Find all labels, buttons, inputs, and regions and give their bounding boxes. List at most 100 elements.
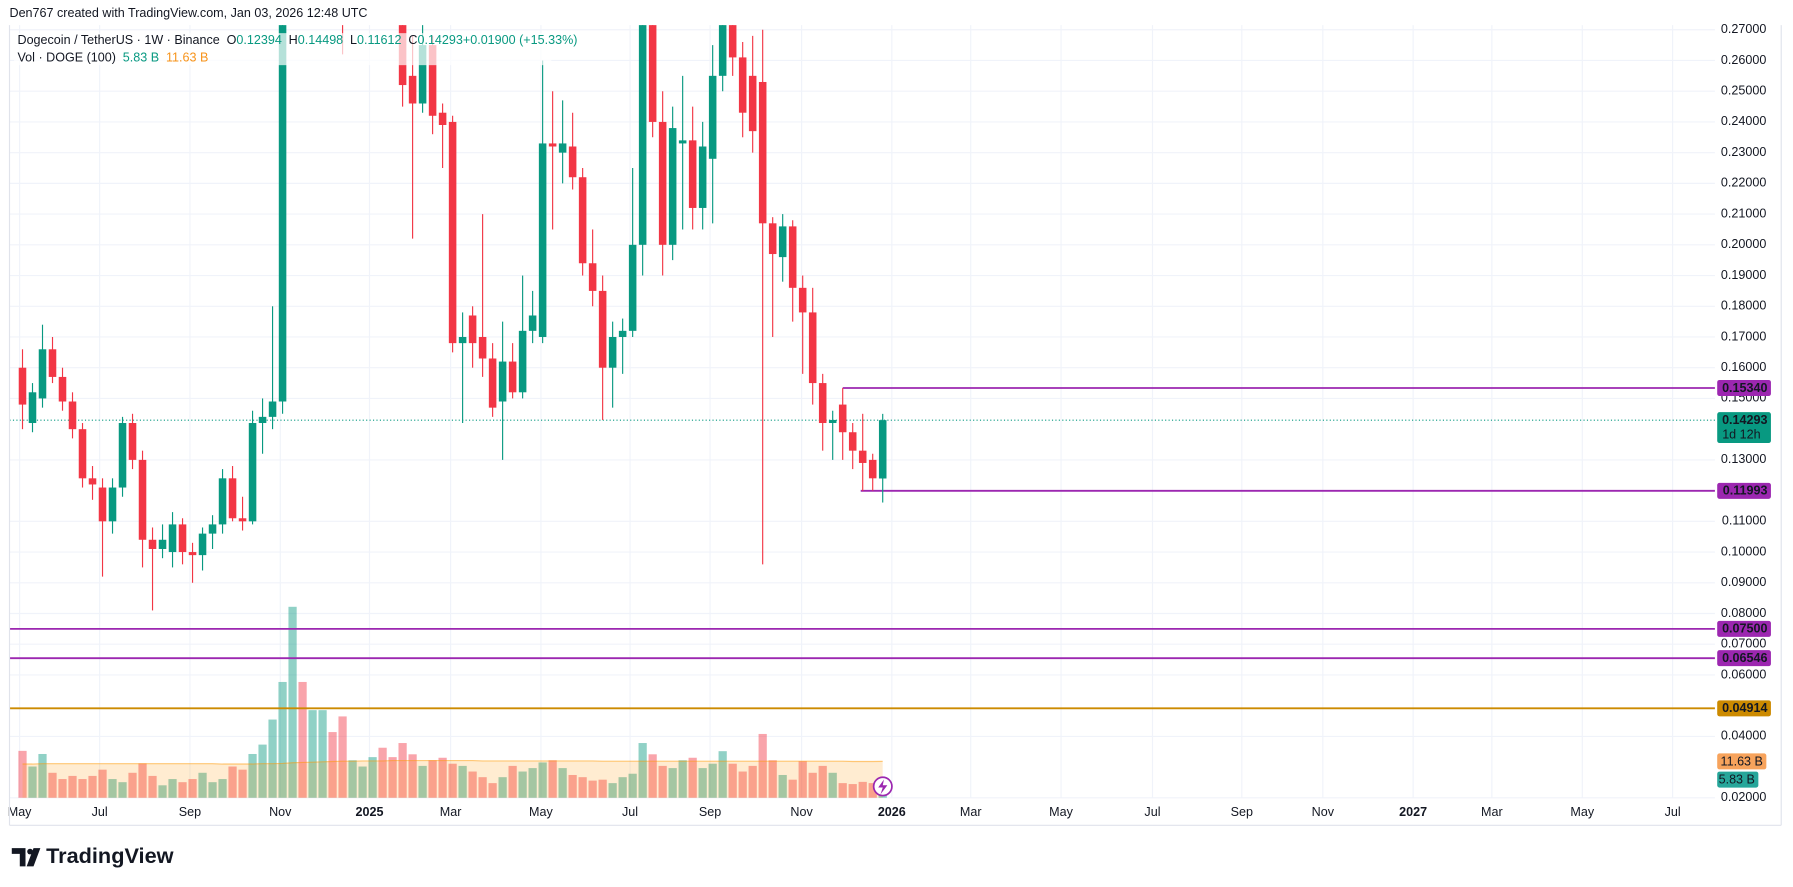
volume-bar [638, 743, 647, 798]
volume-bar [698, 768, 707, 798]
candle-body [28, 392, 37, 424]
candle-body [498, 361, 507, 402]
ohlc-key: L [350, 33, 357, 47]
y-tick-label: 0.23000 [1721, 145, 1766, 159]
candle-body [728, 25, 737, 58]
x-tick-label: Mar [960, 805, 982, 819]
candle-body [608, 336, 617, 368]
volume-bar [578, 777, 587, 798]
volume-bar [758, 733, 767, 798]
volume-bar [188, 779, 197, 798]
volume-bar [538, 762, 547, 798]
volume-bar [738, 771, 747, 798]
volume-bar [178, 782, 187, 798]
candle-body [108, 487, 117, 522]
volume-bar [808, 772, 817, 798]
candle-body [558, 143, 567, 153]
last-price-box [1717, 412, 1771, 444]
candle-body [748, 75, 757, 132]
candle-body [458, 336, 467, 344]
candle-body [828, 419, 837, 424]
legend-title: Dogecoin / TetherUS · 1W · Binance O0.123… [18, 33, 578, 47]
level-label: 0.07500 [1722, 622, 1767, 636]
volume-bar [128, 772, 137, 798]
volume-bar [858, 781, 867, 798]
legend-backdrop [14, 33, 552, 66]
level-label-box [1717, 700, 1771, 717]
y-tick-label: 0.07000 [1721, 637, 1766, 651]
levels [9, 387, 1715, 710]
volume-bar [328, 732, 337, 798]
volume-bar [198, 772, 207, 798]
volume-box [1717, 771, 1759, 788]
candle-body [198, 533, 207, 556]
candle-body [848, 432, 857, 451]
volume-bar [228, 766, 237, 798]
y-tick-label: 0.04000 [1721, 729, 1766, 743]
volume-bar [488, 783, 497, 798]
x-tick-label: May [1049, 805, 1073, 819]
volume-bar [78, 779, 87, 798]
level-label: 0.15340 [1722, 381, 1767, 395]
volume-bar [838, 783, 847, 798]
candle-body [258, 416, 267, 424]
symbol-title: Dogecoin / TetherUS · 1W · Binance [18, 33, 220, 47]
candle-body [278, 25, 287, 402]
candle-body [268, 401, 277, 417]
candle-body [178, 524, 187, 553]
volume-bar [58, 779, 67, 798]
volume-bar [18, 750, 27, 798]
volume-bar [558, 768, 567, 798]
candle-body [18, 367, 27, 405]
candle-body [128, 423, 137, 460]
candle-body [448, 121, 457, 344]
candle-body [658, 121, 667, 245]
candle-body [758, 81, 767, 224]
y-tick-label: 0.06000 [1721, 667, 1766, 681]
x-tick-label: Sep [1231, 805, 1253, 819]
level-label: 0.11993 [1723, 484, 1768, 498]
y-tick-label: 0.10000 [1721, 544, 1766, 558]
y-tick-label: 0.13000 [1721, 452, 1766, 466]
volume-ma-icon [872, 776, 893, 797]
candle-body [858, 450, 867, 463]
volume-bar [778, 774, 787, 798]
volume-bar [438, 757, 447, 798]
candle-body [578, 177, 587, 264]
volume-bar [68, 775, 77, 798]
volume-bar [248, 753, 257, 798]
x-tick-label: Sep [179, 805, 201, 819]
candle-body [738, 57, 747, 113]
candle-body [718, 25, 727, 76]
volume-bar [788, 779, 797, 798]
candle-body [208, 524, 217, 534]
candle-body [428, 45, 437, 116]
volume-ma-area [22, 760, 883, 798]
volume-bar [518, 771, 527, 798]
level-label-box [1717, 650, 1771, 667]
volume-bar [358, 766, 367, 798]
volume-bar [828, 772, 837, 798]
candle-body [148, 539, 157, 549]
volume-bar [798, 761, 807, 798]
level-label-box [1717, 620, 1771, 637]
volume-bar [478, 777, 487, 798]
volume-bar [868, 783, 877, 798]
volume-ma-label: 11.63 B [1721, 754, 1763, 768]
candle-body [548, 143, 557, 147]
candle-body [798, 287, 807, 313]
y-tick-label: 0.09000 [1721, 575, 1766, 589]
x-tick-label: Jul [1665, 805, 1681, 819]
volume-bar [408, 754, 417, 798]
volume-bar [588, 780, 597, 798]
y-tick-label: 0.22000 [1721, 176, 1766, 190]
candle-body [468, 315, 477, 344]
candle-body [668, 128, 677, 245]
ohlc-value: +0.01900 (+15.33%) [463, 33, 578, 47]
volume-bar [468, 771, 477, 798]
brand: TradingView [46, 843, 174, 868]
candle-body [698, 146, 707, 208]
brand-logo [11, 848, 41, 867]
volume-bar [318, 710, 327, 798]
candle-body [478, 336, 487, 359]
